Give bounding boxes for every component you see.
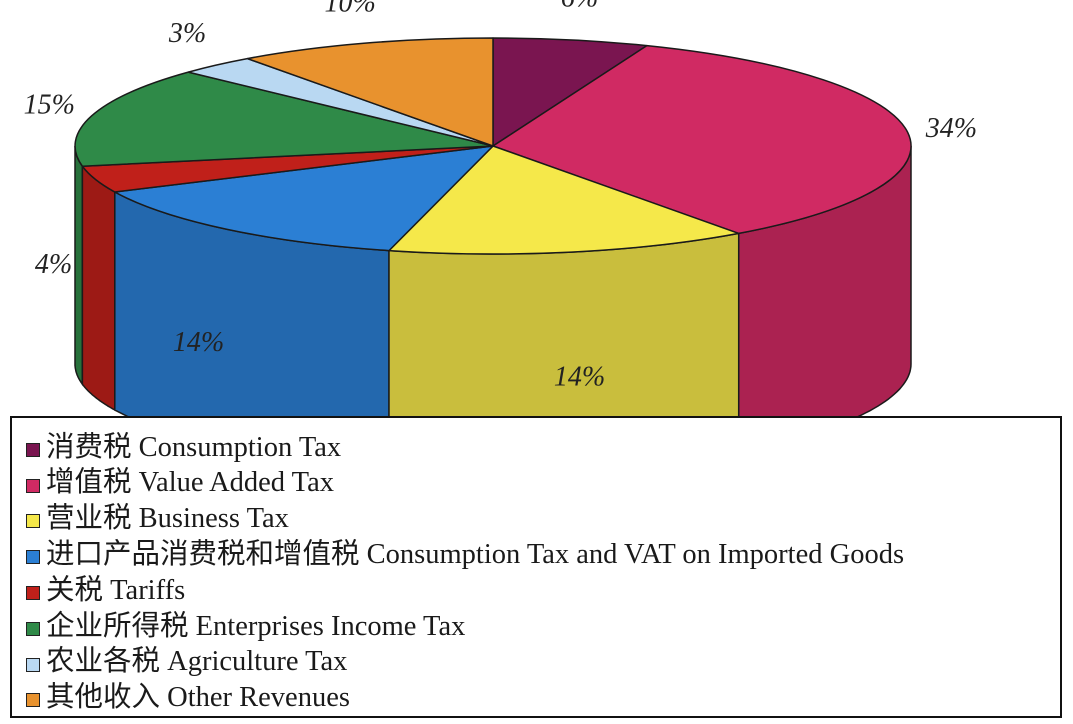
legend-swatch [26, 442, 40, 457]
pie-slice [492, 44, 912, 235]
legend-swatch [26, 586, 40, 601]
slice-percent-label: 15% [24, 90, 75, 121]
legend-swatch [26, 550, 40, 565]
legend-item: 其他收入 Other Revenues [26, 681, 1060, 717]
legend-swatch [26, 693, 40, 708]
legend-label: 农业各税 Agriculture Tax [46, 646, 348, 678]
slice-percent-label: 3% [168, 18, 206, 49]
slice-percent-label: 14% [173, 327, 224, 358]
legend-label: 消费税 Consumption Tax [46, 431, 342, 463]
pie-slice [114, 145, 494, 252]
legend-label: 进口产品消费税和增值税 Consumption Tax and VAT on I… [46, 539, 905, 571]
legend-item: 营业税 Business Tax [26, 502, 1060, 538]
slice-percent-label: 14% [554, 361, 605, 392]
pie-chart: 6% 34% 14% 14% 4% 15% 3% 10% [24, 0, 977, 416]
pie-slice-side [74, 146, 84, 387]
legend-swatch [26, 621, 40, 636]
slice-percent-label: 6% [561, 0, 598, 14]
pie-slice [492, 37, 648, 147]
legend-label: 增值税 Value Added Tax [46, 467, 334, 499]
chart-legend: 消费税 Consumption Tax 增值税 Value Added Tax … [10, 416, 1062, 718]
legend-label: 企业所得税 Enterprises Income Tax [46, 610, 466, 642]
legend-item: 进口产品消费税和增值税 Consumption Tax and VAT on I… [26, 537, 1060, 573]
pie-slice-side [81, 163, 116, 412]
legend-swatch [26, 478, 40, 493]
pie-slice [388, 145, 740, 255]
legend-swatch [26, 657, 40, 672]
slice-percent-label: 34% [925, 113, 977, 144]
pie-slice [74, 71, 494, 167]
legend-label: 营业税 Business Tax [46, 503, 289, 535]
slice-percent-label: 4% [35, 249, 72, 280]
legend-item: 关税 Tariffs [26, 573, 1060, 609]
pie-slice [246, 37, 494, 147]
slice-percent-label: 10% [325, 0, 376, 18]
legend-item: 农业各税 Agriculture Tax [26, 645, 1060, 681]
legend-item: 消费税 Consumption Tax [26, 430, 1060, 466]
legend-item: 增值税 Value Added Tax [26, 466, 1060, 502]
legend-swatch [26, 514, 40, 529]
legend-label: 关税 Tariffs [46, 574, 186, 606]
legend-label: 其他收入 Other Revenues [46, 682, 350, 714]
legend-item: 企业所得税 Enterprises Income Tax [26, 609, 1060, 645]
